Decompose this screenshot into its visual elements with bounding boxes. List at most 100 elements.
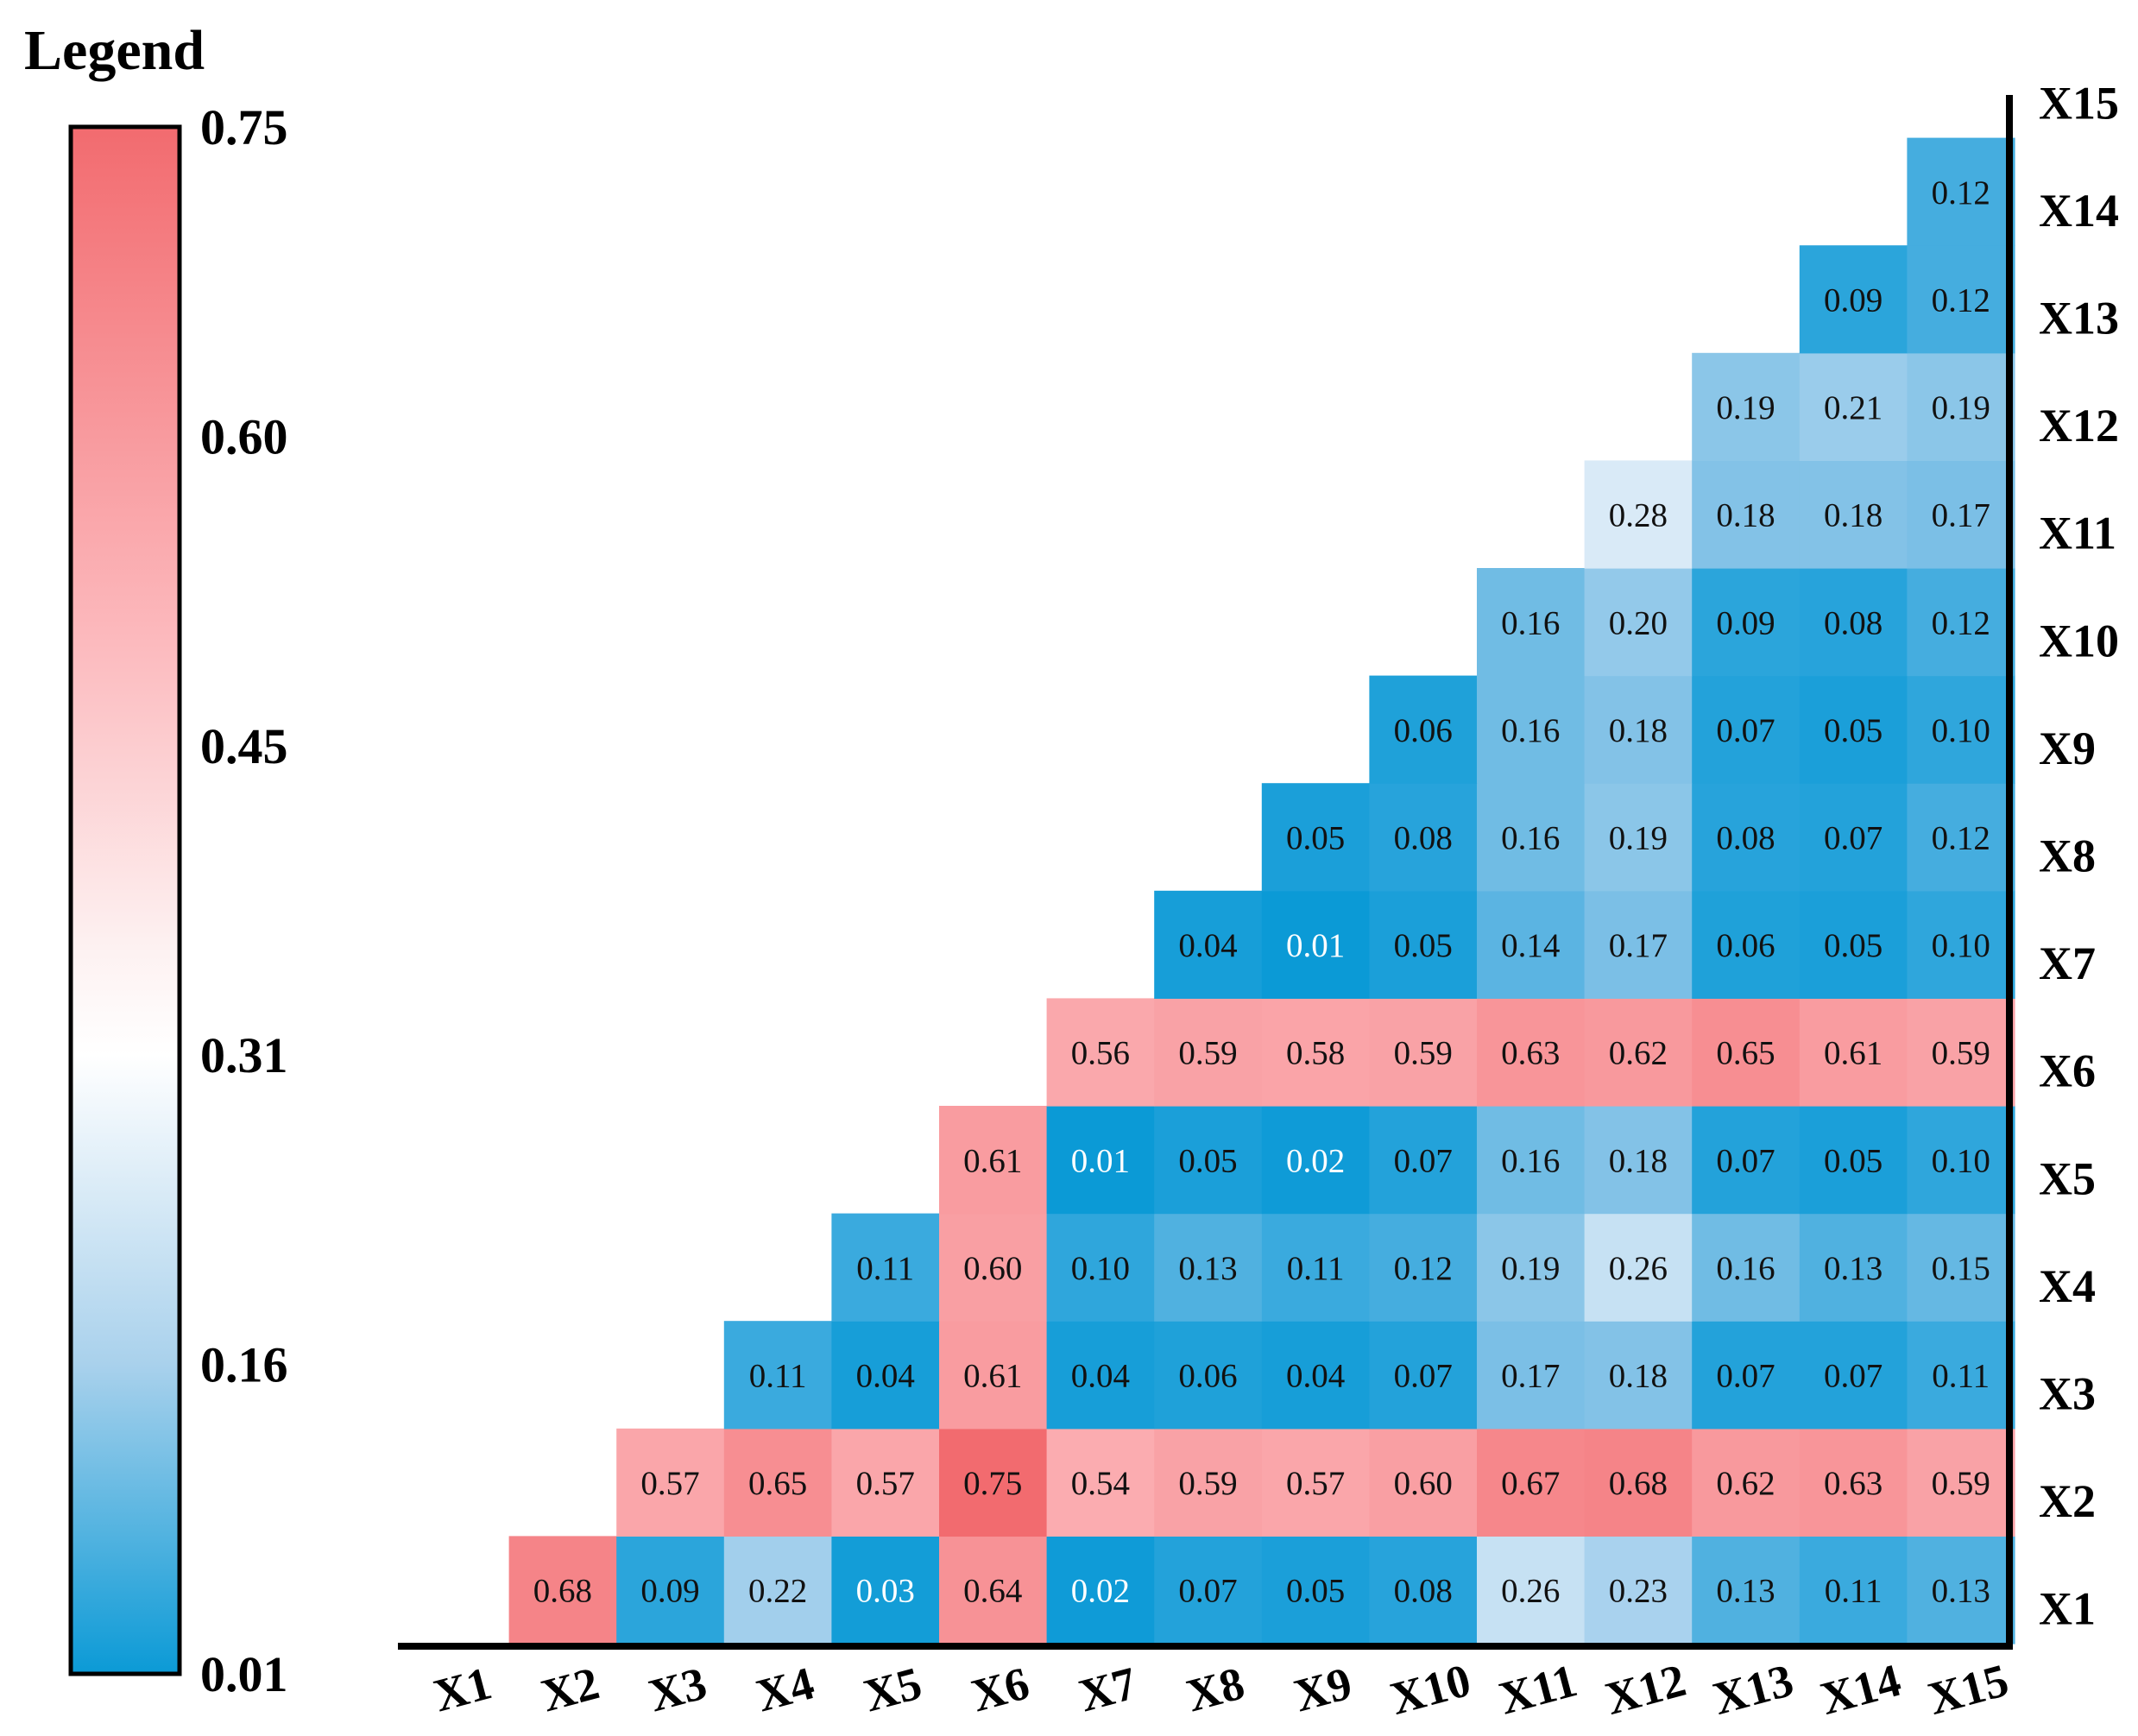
cell-value-label: 0.12: [1932, 282, 1990, 319]
legend-ticks: 0.75 0.60 0.45 0.31 0.16 0.01: [200, 99, 288, 1702]
cell-value-label: 0.06: [1716, 927, 1775, 964]
cell-value-label: 0.26: [1609, 1250, 1668, 1287]
cell-value-label: 0.10: [1932, 1142, 1990, 1179]
y-axis-tick-label: X8: [2039, 830, 2096, 882]
heatmap-cell: [1369, 1213, 1478, 1322]
cell-value-label: 0.23: [1609, 1573, 1668, 1610]
cell-value-label: 0.03: [856, 1573, 915, 1610]
cell-value-label: 0.13: [1932, 1573, 1990, 1610]
heatmap-cell: [1154, 1428, 1263, 1537]
cell-value-label: 0.13: [1824, 1250, 1883, 1287]
heatmap-cell: [1907, 568, 2015, 677]
cell-value-label: 0.17: [1932, 497, 1990, 534]
heatmap-cell: [1477, 675, 1586, 784]
cell-value-label: 0.10: [1932, 712, 1990, 749]
cell-value-label: 0.19: [1609, 820, 1668, 857]
heatmap-cell: [1477, 890, 1586, 999]
heatmap-cell: [1369, 675, 1478, 784]
cell-value-label: 0.68: [533, 1573, 592, 1610]
heatmap-cell: [1692, 460, 1801, 569]
heatmap-cell: [1154, 1106, 1263, 1215]
cell-value-label: 0.59: [1178, 1035, 1237, 1072]
heatmap-cell: [1799, 1321, 1908, 1430]
heatmap-cell: [1799, 1106, 1908, 1215]
heatmap-cell: [1799, 352, 1908, 461]
y-axis-tick-label: X1: [2039, 1583, 2096, 1635]
heatmap-cell: [1584, 1536, 1693, 1644]
heatmap-cell: [1261, 1321, 1370, 1430]
cell-value-label: 0.04: [856, 1358, 915, 1395]
legend-tick-label: 0.60: [200, 408, 288, 464]
heatmap-cell: [1907, 1106, 2015, 1215]
heatmap-cell: [1369, 1106, 1478, 1215]
cell-value-label: 0.11: [1932, 1358, 1990, 1395]
legend-tick-label: 0.31: [200, 1027, 288, 1083]
heatmap-cell: [1907, 245, 2015, 354]
heatmap-cell: [1907, 783, 2015, 892]
cell-value-label: 0.07: [1394, 1142, 1453, 1179]
cell-value-label: 0.60: [963, 1250, 1022, 1287]
heatmap-cell: [1154, 1536, 1263, 1644]
cell-value-label: 0.01: [1286, 927, 1345, 964]
heatmap-cell: [1584, 460, 1693, 569]
y-axis-tick-label: X5: [2039, 1152, 2096, 1204]
cell-value-label: 0.68: [1609, 1465, 1668, 1502]
heatmap-cell: [1154, 1213, 1263, 1322]
heatmap-cell: [1907, 352, 2015, 461]
cell-value-label: 0.60: [1394, 1465, 1453, 1502]
legend-tick-label: 0.45: [200, 718, 288, 774]
cell-value-label: 0.01: [1071, 1142, 1130, 1179]
x-axis-tick-label: X7: [1074, 1657, 1142, 1721]
heatmap-cell: [1261, 890, 1370, 999]
heatmap-cell: [1261, 1213, 1370, 1322]
cell-value-label: 0.10: [1071, 1250, 1130, 1287]
cell-value-label: 0.08: [1716, 820, 1775, 857]
heatmap-cell: [1369, 890, 1478, 999]
cell-value-label: 0.06: [1178, 1358, 1237, 1395]
heatmap-cell: [1046, 1321, 1155, 1430]
heatmap-cell: [1799, 998, 1908, 1107]
cell-value-label: 0.16: [1716, 1250, 1775, 1287]
cell-value-label: 0.65: [748, 1465, 807, 1502]
heatmap-cell: [616, 1536, 725, 1644]
cell-value-label: 0.62: [1609, 1035, 1668, 1072]
heatmap-cell: [1692, 998, 1801, 1107]
cell-value-label: 0.65: [1716, 1035, 1775, 1072]
x-axis-tick-label: X2: [536, 1657, 604, 1721]
cell-value-label: 0.08: [1824, 604, 1883, 641]
cell-value-label: 0.19: [1716, 389, 1775, 426]
heatmap-cell: [1477, 1428, 1586, 1537]
cell-value-label: 0.11: [1287, 1250, 1345, 1287]
heatmap-cell: [1907, 998, 2015, 1107]
cell-value-label: 0.11: [1825, 1573, 1883, 1610]
heatmap-cell: [1046, 1213, 1155, 1322]
cell-value-label: 0.18: [1609, 712, 1668, 749]
heatmap-cell: [1692, 783, 1801, 892]
cell-value-label: 0.61: [963, 1142, 1022, 1179]
y-axis-tick-label: X4: [2039, 1260, 2096, 1312]
heatmap-cell: [1907, 1428, 2015, 1537]
heatmap-cell: [1799, 568, 1908, 677]
cell-value-label: 0.02: [1286, 1142, 1345, 1179]
heatmap-cell: [1799, 460, 1908, 569]
heatmap-cell: [1692, 1536, 1801, 1644]
cell-value-label: 0.05: [1824, 1142, 1883, 1179]
cell-value-label: 0.21: [1824, 389, 1883, 426]
heatmap-cell: [1477, 998, 1586, 1107]
cell-value-label: 0.07: [1716, 1142, 1775, 1179]
heatmap-cell: [831, 1536, 940, 1644]
cell-value-label: 0.06: [1394, 712, 1453, 749]
cell-value-label: 0.07: [1716, 712, 1775, 749]
heatmap-cell: [1477, 568, 1586, 677]
heatmap-cell: [1261, 1428, 1370, 1537]
heatmap-cell: [1907, 890, 2015, 999]
heatmap-cell: [1369, 1428, 1478, 1537]
x-axis-tick-label: X14: [1815, 1654, 1906, 1725]
heatmap-cell: [1046, 998, 1155, 1107]
cell-value-label: 0.04: [1178, 927, 1237, 964]
cell-value-label: 0.14: [1501, 927, 1560, 964]
cell-value-label: 0.16: [1501, 1142, 1560, 1179]
cell-value-label: 0.63: [1824, 1465, 1883, 1502]
heatmap-cell: [1584, 1428, 1693, 1537]
